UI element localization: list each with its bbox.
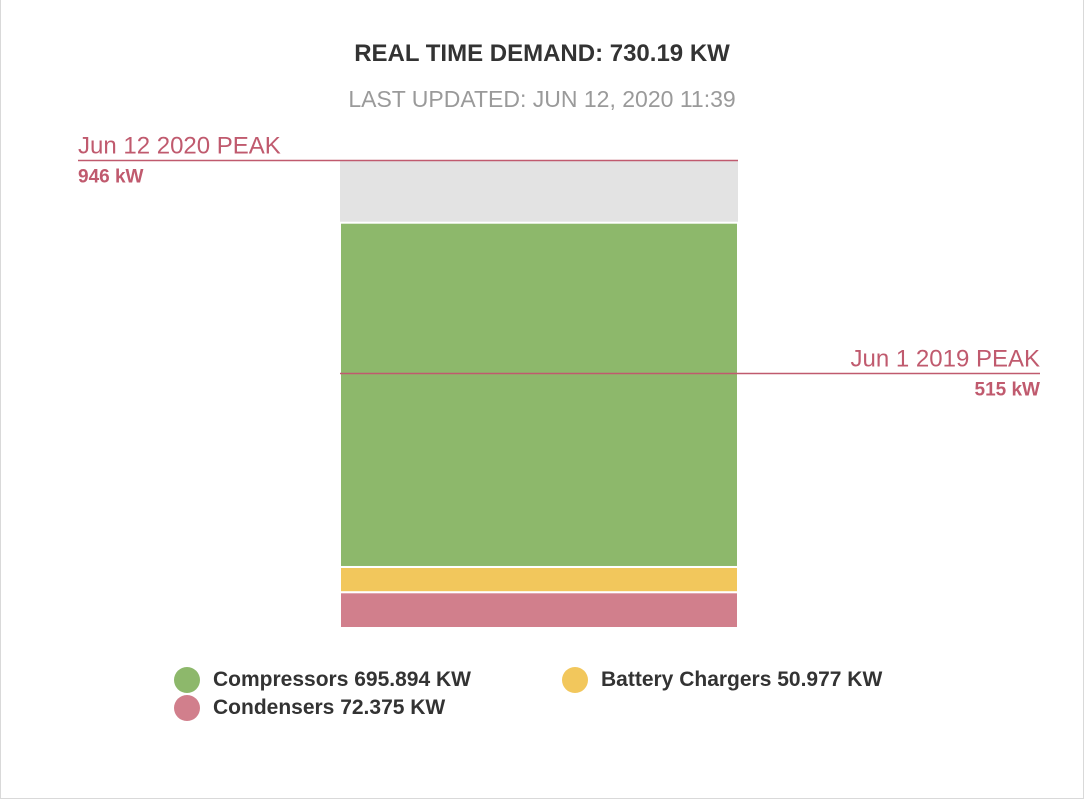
legend-dot-condensers [174, 695, 200, 721]
bar-segment-battery-chargers[interactable] [339, 565, 739, 594]
chart-subtitle: LAST UPDATED: JUN 12, 2020 11:39 [348, 86, 736, 112]
legend-label-compressors: Compressors 695.894 KW [213, 668, 471, 691]
bar-segment-compressors[interactable] [339, 221, 739, 568]
legend-label-condensers: Condensers 72.375 KW [213, 696, 446, 719]
reference-value-jun-1-2019-peak: 515 kW [975, 380, 1041, 401]
legend-dot-battery-chargers [562, 667, 588, 693]
reference-value-jun-12-2020-peak: 946 kW [78, 167, 144, 188]
bar-segment-condensers[interactable] [339, 591, 739, 629]
legend-item-condensers[interactable]: Condensers 72.375 KW [174, 695, 445, 721]
legend-item-compressors[interactable]: Compressors 695.894 KW [174, 667, 471, 693]
legend-dot-compressors [174, 667, 200, 693]
legend-label-battery-chargers: Battery Chargers 50.977 KW [601, 668, 883, 691]
chart-title: REAL TIME DEMAND: 730.19 KW [354, 40, 730, 67]
reference-label-jun-12-2020-peak: Jun 12 2020 PEAK [78, 133, 281, 160]
reference-label-jun-1-2019-peak: Jun 1 2019 PEAK [851, 346, 1040, 373]
legend-item-battery-chargers[interactable]: Battery Chargers 50.977 KW [562, 667, 882, 693]
